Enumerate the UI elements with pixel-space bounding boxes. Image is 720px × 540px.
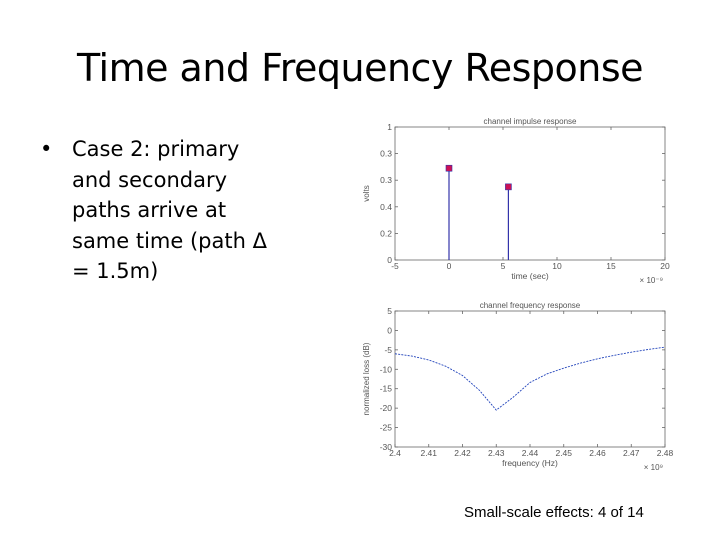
x-axis-label: frequency (Hz) [502,458,558,468]
x-tick-label: 2.47 [623,448,640,458]
x-tick-label: 2.4 [389,448,401,458]
bullet-list: • Case 2: primary and secondary paths ar… [40,134,280,287]
y-tick-label: -5 [384,345,392,355]
plot-frame [394,310,666,448]
x-tick-label: 2.45 [555,448,572,458]
y-tick-label: 0.3 [380,149,392,159]
frequency-response-line [394,346,666,411]
y-tick-label: -30 [380,442,393,452]
y-tick-label: -15 [380,384,393,394]
plot-frame [394,126,666,261]
x-tick-label: 0 [447,261,452,271]
y-tick-label: -25 [380,423,393,433]
x-tick-label: 5 [501,261,506,271]
impulse-response-chart: channel impulse response-5 0 5 10 15 2000.20.… [362,117,670,285]
impulse-marker [445,164,453,172]
x-tick-label: 2.48 [657,448,674,458]
y-axis-label: normalized loss (dB) [362,342,371,415]
y-tick-label: 1 [387,122,392,132]
x-axis-label: time (sec) [511,271,548,281]
slide-footer: Small-scale effects: 4 of 14 [464,504,644,521]
y-tick-label: 0.2 [380,228,392,238]
chart-title: channel frequency response [480,301,581,310]
y-tick-label: 5 [387,306,392,316]
x-tick-label: -5 [391,261,399,271]
bullet-item: • Case 2: primary and secondary paths ar… [40,134,280,287]
y-tick-label: -10 [380,364,393,374]
x-tick-label: 2.46 [589,448,606,458]
y-tick-label: 0.4 [380,202,392,212]
frequency-response-chart: channel frequency response 2.4 2.41 2.42 2.4… [362,301,674,472]
y-tick-label: 0.3 [380,175,392,185]
bullet-dot: • [40,137,53,161]
x-tick-label: 2.43 [488,448,505,458]
x-exponent-label: × 10⁻⁹ [640,276,663,285]
x-tick-label: 2.42 [454,448,471,458]
y-tick-label: 0 [387,255,392,265]
x-exponent-label: × 10⁹ [644,463,663,472]
x-tick-label: 10 [552,261,562,271]
slide-title: Time and Frequency Response [76,46,644,90]
y-axis-label: volts [362,185,371,201]
bullet-text: Case 2: primary and secondary paths arri… [72,137,267,283]
y-tick-label: -20 [380,403,393,413]
x-tick-label: 20 [660,261,670,271]
x-tick-label: 2.41 [420,448,437,458]
x-tick-label: 2.44 [522,448,539,458]
x-tick-label: 15 [606,261,616,271]
y-tick-label: 0 [387,325,392,335]
chart-title: channel impulse response [484,117,577,126]
impulse-marker [505,183,512,191]
